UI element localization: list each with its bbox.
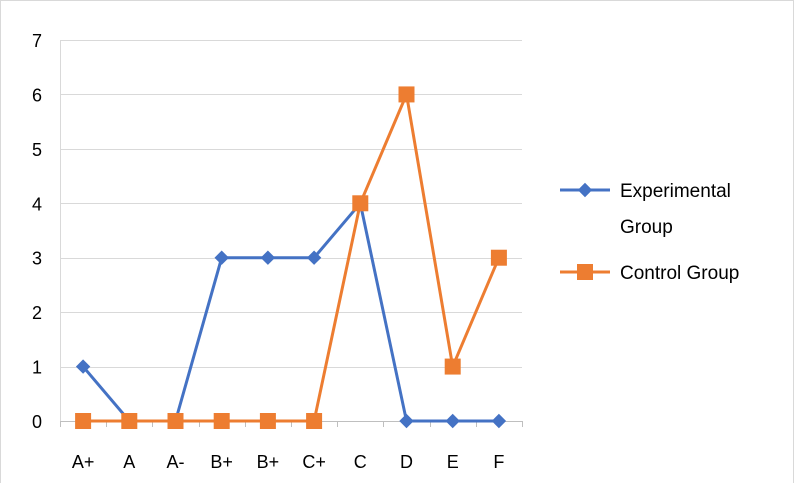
x-tick-label: A xyxy=(123,452,135,472)
data-point-square xyxy=(259,413,276,429)
x-tick-label: F xyxy=(493,452,504,472)
data-point-diamond xyxy=(577,182,593,198)
y-tick-label: 6 xyxy=(32,85,42,105)
series-line-1 xyxy=(83,92,501,423)
x-tick-label: B+ xyxy=(257,452,280,472)
series xyxy=(75,86,507,429)
data-point-diamond xyxy=(75,359,91,374)
data-point-square xyxy=(352,195,369,212)
data-point-square xyxy=(167,413,184,429)
data-point-diamond xyxy=(445,413,460,429)
data-point-square xyxy=(577,264,593,280)
y-tick-label: 7 xyxy=(32,31,42,51)
y-tick-label: 2 xyxy=(32,303,42,323)
data-point-square xyxy=(306,413,323,429)
data-point-diamond xyxy=(491,413,507,429)
data-point-square xyxy=(121,413,138,429)
legend-label: Group xyxy=(620,217,673,238)
data-point-square xyxy=(444,358,461,375)
x-tick-label: E xyxy=(447,452,459,472)
data-point-diamond xyxy=(399,413,414,429)
legend: Experimental Group Control Group xyxy=(560,181,739,284)
y-tick-label: 4 xyxy=(32,194,42,214)
legend-label: Experimental xyxy=(620,181,731,202)
data-point-diamond xyxy=(306,250,322,265)
data-point-diamond xyxy=(214,250,229,265)
x-tick-label: B+ xyxy=(210,452,233,472)
x-tick-label: A+ xyxy=(72,452,95,472)
data-point-square xyxy=(398,86,415,103)
y-tick-label: 1 xyxy=(32,358,42,378)
y-tick-label: 3 xyxy=(32,249,42,269)
x-tick-label: A- xyxy=(167,452,185,472)
x-tick-label: D xyxy=(400,452,413,472)
data-point-square xyxy=(213,413,230,429)
y-tick-label: 5 xyxy=(32,140,42,160)
data-point-diamond xyxy=(260,250,276,265)
y-tick-label: 0 xyxy=(32,412,42,432)
data-point-square xyxy=(75,413,92,429)
legend-label: Control Group xyxy=(620,263,739,284)
x-tick-label: C xyxy=(354,452,367,472)
x-tick-label: C+ xyxy=(302,452,326,472)
data-point-square xyxy=(490,249,507,266)
